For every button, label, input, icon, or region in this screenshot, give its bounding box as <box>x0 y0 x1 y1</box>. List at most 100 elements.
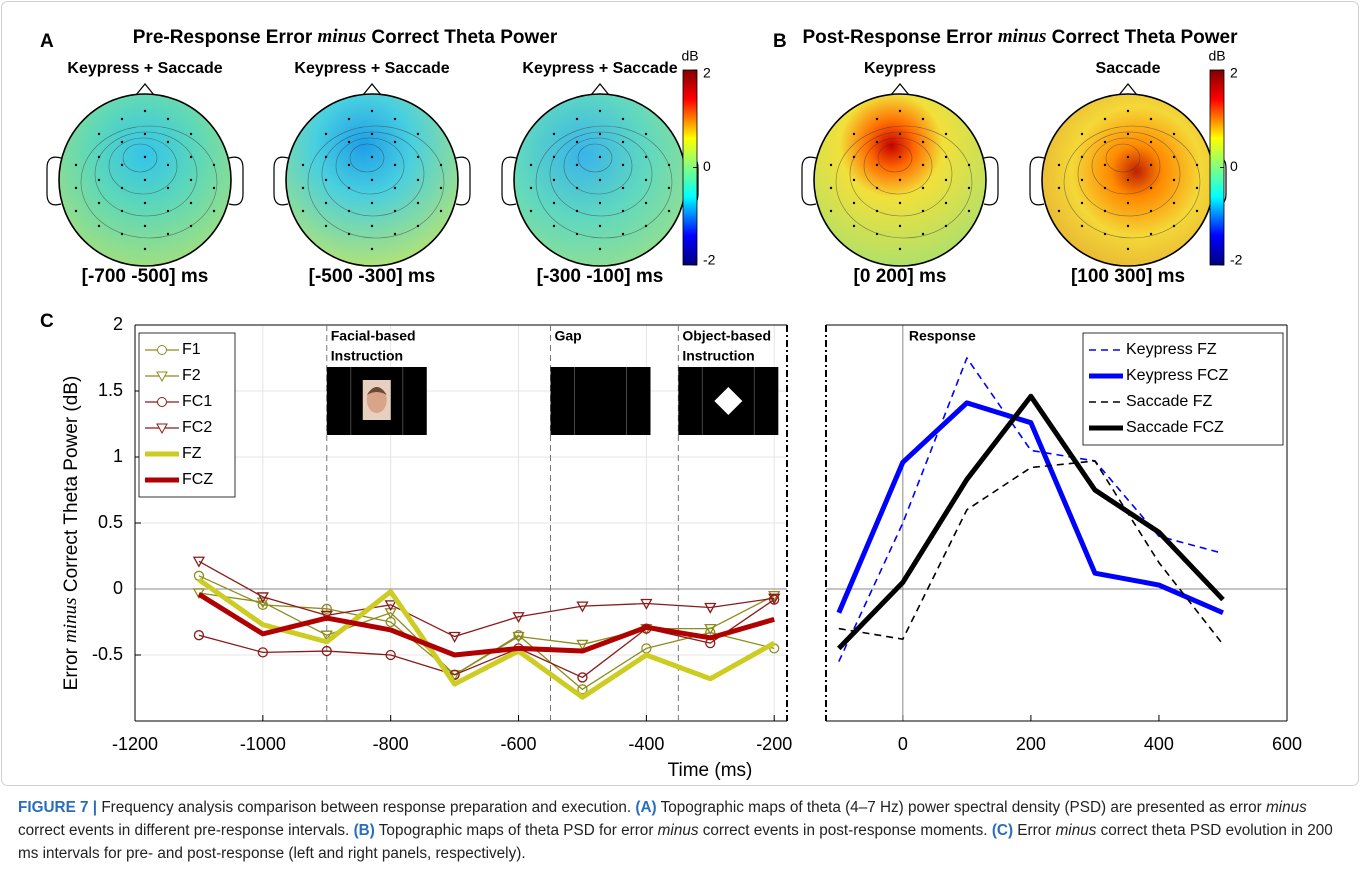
ear <box>501 156 517 206</box>
electrode <box>416 178 420 182</box>
electrode <box>875 186 879 190</box>
colorbar-tick-label: 2 <box>1230 65 1238 81</box>
colorbar-tick-label: -2 <box>703 252 716 268</box>
electrode <box>1149 117 1153 121</box>
electrode <box>1126 201 1130 205</box>
electrode <box>852 201 856 205</box>
ear <box>1029 156 1045 206</box>
legend-label: F2 <box>182 367 201 384</box>
electrode <box>439 209 443 213</box>
nose <box>890 83 910 96</box>
panel-title-part: minus <box>318 26 367 47</box>
electrode <box>621 186 625 190</box>
caption-text: Error <box>1013 822 1056 839</box>
electrode <box>898 109 902 113</box>
electrode <box>301 186 305 190</box>
electrode <box>967 163 971 167</box>
y-tick-label: 0 <box>113 578 123 598</box>
marker <box>704 602 717 614</box>
electrode <box>120 117 124 121</box>
electrode <box>898 247 902 251</box>
event-label: Instruction <box>682 348 754 364</box>
electrode <box>898 178 902 182</box>
panel-title-part: Post-Response Error <box>802 27 997 48</box>
series-line <box>838 357 1224 662</box>
contour <box>863 137 933 195</box>
electrode <box>898 155 902 159</box>
electrode <box>575 117 579 121</box>
map-heading: Keypress + Saccade <box>67 60 222 77</box>
electrode <box>1149 232 1153 236</box>
marker <box>256 597 269 609</box>
electrode <box>644 178 648 182</box>
electrode <box>1172 224 1176 228</box>
electrode <box>598 201 602 205</box>
electrode <box>875 163 879 167</box>
hair <box>366 387 387 395</box>
electrode <box>621 232 625 236</box>
electrode <box>598 224 602 228</box>
electrode <box>598 109 602 113</box>
face <box>366 387 387 413</box>
ear <box>983 156 999 206</box>
event-screen <box>550 367 651 435</box>
electrode <box>1149 209 1153 213</box>
electrode <box>166 186 170 190</box>
electrode <box>852 132 856 136</box>
electrode <box>416 224 420 228</box>
series-line <box>838 460 1224 645</box>
electrode <box>967 186 971 190</box>
panel-label: A <box>40 31 54 52</box>
electrode <box>1172 132 1176 136</box>
event-label: Facial-based <box>331 328 416 344</box>
electrode <box>393 209 397 213</box>
electrode <box>1057 209 1061 213</box>
legend-label: Saccade FZ <box>1126 393 1212 410</box>
legend-label: FC2 <box>182 419 212 436</box>
electrode <box>166 117 170 121</box>
electrode <box>921 232 925 236</box>
legend-label: F1 <box>182 341 201 358</box>
electrode <box>944 224 948 228</box>
electrode <box>552 201 556 205</box>
event-label: Gap <box>554 328 581 344</box>
x-tick-label: -1000 <box>240 734 286 754</box>
electrode <box>1172 201 1176 205</box>
legend-label: Keypress FCZ <box>1126 367 1228 384</box>
caption-text: (A) <box>635 799 657 816</box>
contour <box>321 131 425 217</box>
electrode <box>575 186 579 190</box>
electrode <box>74 209 78 213</box>
marker <box>385 649 396 661</box>
legend-label: FZ <box>182 445 202 462</box>
electrode <box>944 178 948 182</box>
electrode <box>621 117 625 121</box>
electrode <box>1172 155 1176 159</box>
contour <box>307 125 445 239</box>
electrode <box>97 178 101 182</box>
legend-marker <box>157 397 167 407</box>
caption-text: minus <box>657 822 699 839</box>
caption: FIGURE 7 | Frequency analysis comparison… <box>18 796 1343 865</box>
electrode <box>852 224 856 228</box>
electrode <box>1103 232 1107 236</box>
electrode <box>370 155 374 159</box>
electrode <box>967 209 971 213</box>
caption-text: Topographic maps of theta PSD for error <box>374 822 658 839</box>
nose <box>1118 83 1138 96</box>
caption-text: minus <box>1055 822 1097 839</box>
electrode <box>74 163 78 167</box>
contour <box>1077 131 1181 217</box>
map-heading: Keypress <box>864 60 936 77</box>
map-interval: [-300 -100] ms <box>537 266 664 287</box>
electrode <box>552 155 556 159</box>
electrode <box>416 201 420 205</box>
electrode <box>667 163 671 167</box>
electrode <box>575 209 579 213</box>
electrode <box>370 201 374 205</box>
electrode <box>644 224 648 228</box>
panel-title-part: Correct Theta Power <box>1046 27 1238 48</box>
contour <box>1063 125 1201 239</box>
event-label: Object-based <box>682 328 771 344</box>
electrode <box>875 232 879 236</box>
